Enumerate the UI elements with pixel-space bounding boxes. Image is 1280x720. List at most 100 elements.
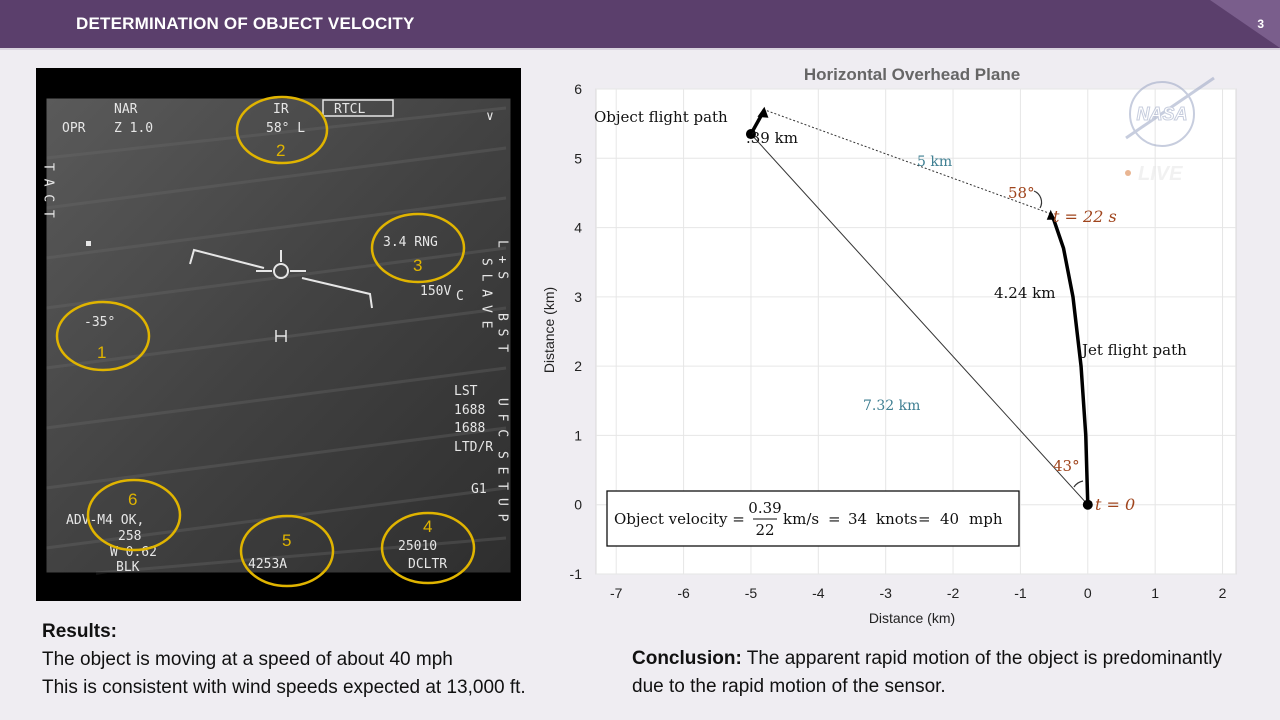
x-tick-label: -1 xyxy=(1014,585,1027,601)
sight-line-5-label: 5 km xyxy=(917,154,952,170)
y-tick-label: 0 xyxy=(574,497,582,513)
y-tick-label: 1 xyxy=(574,427,582,443)
velocity-formula-box xyxy=(606,490,1020,547)
x-tick-label: 0 xyxy=(1084,585,1092,601)
time-22s-label: t = 22 s xyxy=(1053,207,1117,226)
hud-rtcl: RTCL xyxy=(334,102,365,117)
page-number: 3 xyxy=(1257,17,1264,31)
formula-unit: km/s xyxy=(783,510,819,528)
angle-end-label: 58° xyxy=(1008,184,1035,202)
hud-bst: B S T xyxy=(495,313,510,352)
hud-speed: 150V xyxy=(420,284,451,299)
hud-lst: LST xyxy=(454,384,478,399)
hud-adv1: ADV-M4 OK, xyxy=(66,513,144,528)
x-tick-label: -6 xyxy=(677,585,690,601)
hud-dot xyxy=(86,241,91,246)
marker-label-2: 2 xyxy=(276,141,285,160)
time-zero-label: t = 0 xyxy=(1095,495,1135,514)
formula-mph-value: 40 xyxy=(940,510,959,528)
y-axis-label: Distance (km) xyxy=(541,287,557,373)
formula-prefix: Object velocity = xyxy=(614,510,745,528)
hud-g1: G1 xyxy=(471,482,487,497)
hud-elevation: -35° xyxy=(84,315,115,330)
sight-line xyxy=(764,109,1051,215)
formula-denominator: 22 xyxy=(755,521,774,539)
legend-object-flight-path: Object flight path xyxy=(594,108,728,126)
conclusion-text: The apparent rapid motion of the object … xyxy=(632,648,1222,697)
hud-ltd: LTD/R xyxy=(454,440,493,455)
marker-label-5: 5 xyxy=(282,531,291,550)
hud-clock: 25010 xyxy=(398,539,437,554)
header-divider xyxy=(0,48,1280,50)
formula-mph: mph xyxy=(969,510,1003,528)
sight-line-7-32-label: 7.32 km xyxy=(863,398,920,414)
jet-flight-path-line xyxy=(1049,212,1090,505)
jet-start-point xyxy=(1082,499,1093,510)
ir-sensor-frame: NAR OPR Z 1.0 IR 58° L RTCL ∨ T A C T 3.… xyxy=(36,68,521,601)
hud-adv4: BLK xyxy=(116,560,140,575)
slide-title: DETERMINATION OF OBJECT VELOCITY xyxy=(76,14,415,33)
legend-jet-flight-path: Jet flight path xyxy=(1080,341,1187,359)
results-heading: Results: xyxy=(42,621,117,642)
y-tick-label: -1 xyxy=(570,566,583,582)
slide-header xyxy=(0,0,1280,48)
marker-circle-2 xyxy=(235,95,329,165)
nasa-logo-watermark: NASA LIVE xyxy=(1125,76,1215,185)
x-tick-label: -2 xyxy=(947,585,960,601)
x-tick-label: -7 xyxy=(610,585,623,601)
hud-speed-c: C xyxy=(456,289,464,304)
x-tick-label: -5 xyxy=(745,585,758,601)
marker-circle-1 xyxy=(55,300,151,372)
x-tick-label: 2 xyxy=(1219,585,1227,601)
formula-knots-value: 34 xyxy=(848,510,867,528)
jet-direction-arrow-icon xyxy=(1046,209,1055,220)
marker-label-1: 1 xyxy=(97,343,106,362)
results-line-1: The object is moving at a speed of about… xyxy=(42,649,453,670)
hud-azimuth: 58° L xyxy=(266,121,305,136)
jet-arc-label: 4.24 km xyxy=(994,284,1055,302)
object-segment-label: .39 km xyxy=(746,129,798,147)
conclusion-heading: Conclusion: xyxy=(632,648,742,669)
nasa-logo-text: NASA xyxy=(1136,104,1187,124)
live-watermark: LIVE xyxy=(1138,163,1183,185)
header-fold xyxy=(1210,0,1280,48)
reticle-icon xyxy=(189,248,373,309)
angle-end-arc xyxy=(1033,190,1043,209)
y-tick-label: 2 xyxy=(574,358,582,374)
y-tick-label: 5 xyxy=(574,150,582,166)
marker-circle-5 xyxy=(239,514,335,588)
formula-numerator: 0.39 xyxy=(748,499,781,517)
hud-chevron: ∨ xyxy=(486,109,494,124)
hud-val1: 1688 xyxy=(454,403,485,418)
x-tick-label: -4 xyxy=(812,585,825,601)
hud-zoom: Z 1.0 xyxy=(114,121,153,136)
x-tick-label: 1 xyxy=(1151,585,1159,601)
y-tick-label: 4 xyxy=(574,220,582,236)
y-tick-label: 3 xyxy=(574,289,582,305)
hud-ufc: U F C xyxy=(495,398,510,437)
hud-nar: NAR xyxy=(114,102,138,117)
hud-val2: 1688 xyxy=(454,421,485,436)
formula-equals-1: = xyxy=(828,510,841,528)
marker-label-6: 6 xyxy=(128,490,137,509)
ir-sensor-image: NAR OPR Z 1.0 IR 58° L RTCL ∨ T A C T 3.… xyxy=(41,95,512,588)
hud-setup: S E T U P xyxy=(495,451,510,522)
hud-ir: IR xyxy=(273,102,289,117)
results-section: Results: The object is moving at a speed… xyxy=(42,618,622,702)
hud-slave: S L A V E xyxy=(479,258,494,328)
overhead-plane-chart: Horizontal Overhead Plane -7 -6 -5 -4 -3 -2 -1… xyxy=(538,60,1258,635)
target-marker-icon xyxy=(275,330,287,342)
sight-line xyxy=(750,133,1089,506)
marker-circle-3 xyxy=(370,212,466,284)
results-line-2: This is consistent with wind speeds expe… xyxy=(42,677,526,698)
marker-circle-4 xyxy=(380,511,476,585)
marker-label-3: 3 xyxy=(413,256,422,275)
y-tick-label: 6 xyxy=(574,81,582,97)
hud-ls: L + S xyxy=(495,240,510,279)
angle-start-label: 43° xyxy=(1053,457,1080,475)
x-tick-label: -3 xyxy=(879,585,892,601)
x-axis-label: Distance (km) xyxy=(869,610,955,626)
hud-rtcl-box xyxy=(322,99,394,117)
hud-adv2: 258 xyxy=(118,529,141,544)
